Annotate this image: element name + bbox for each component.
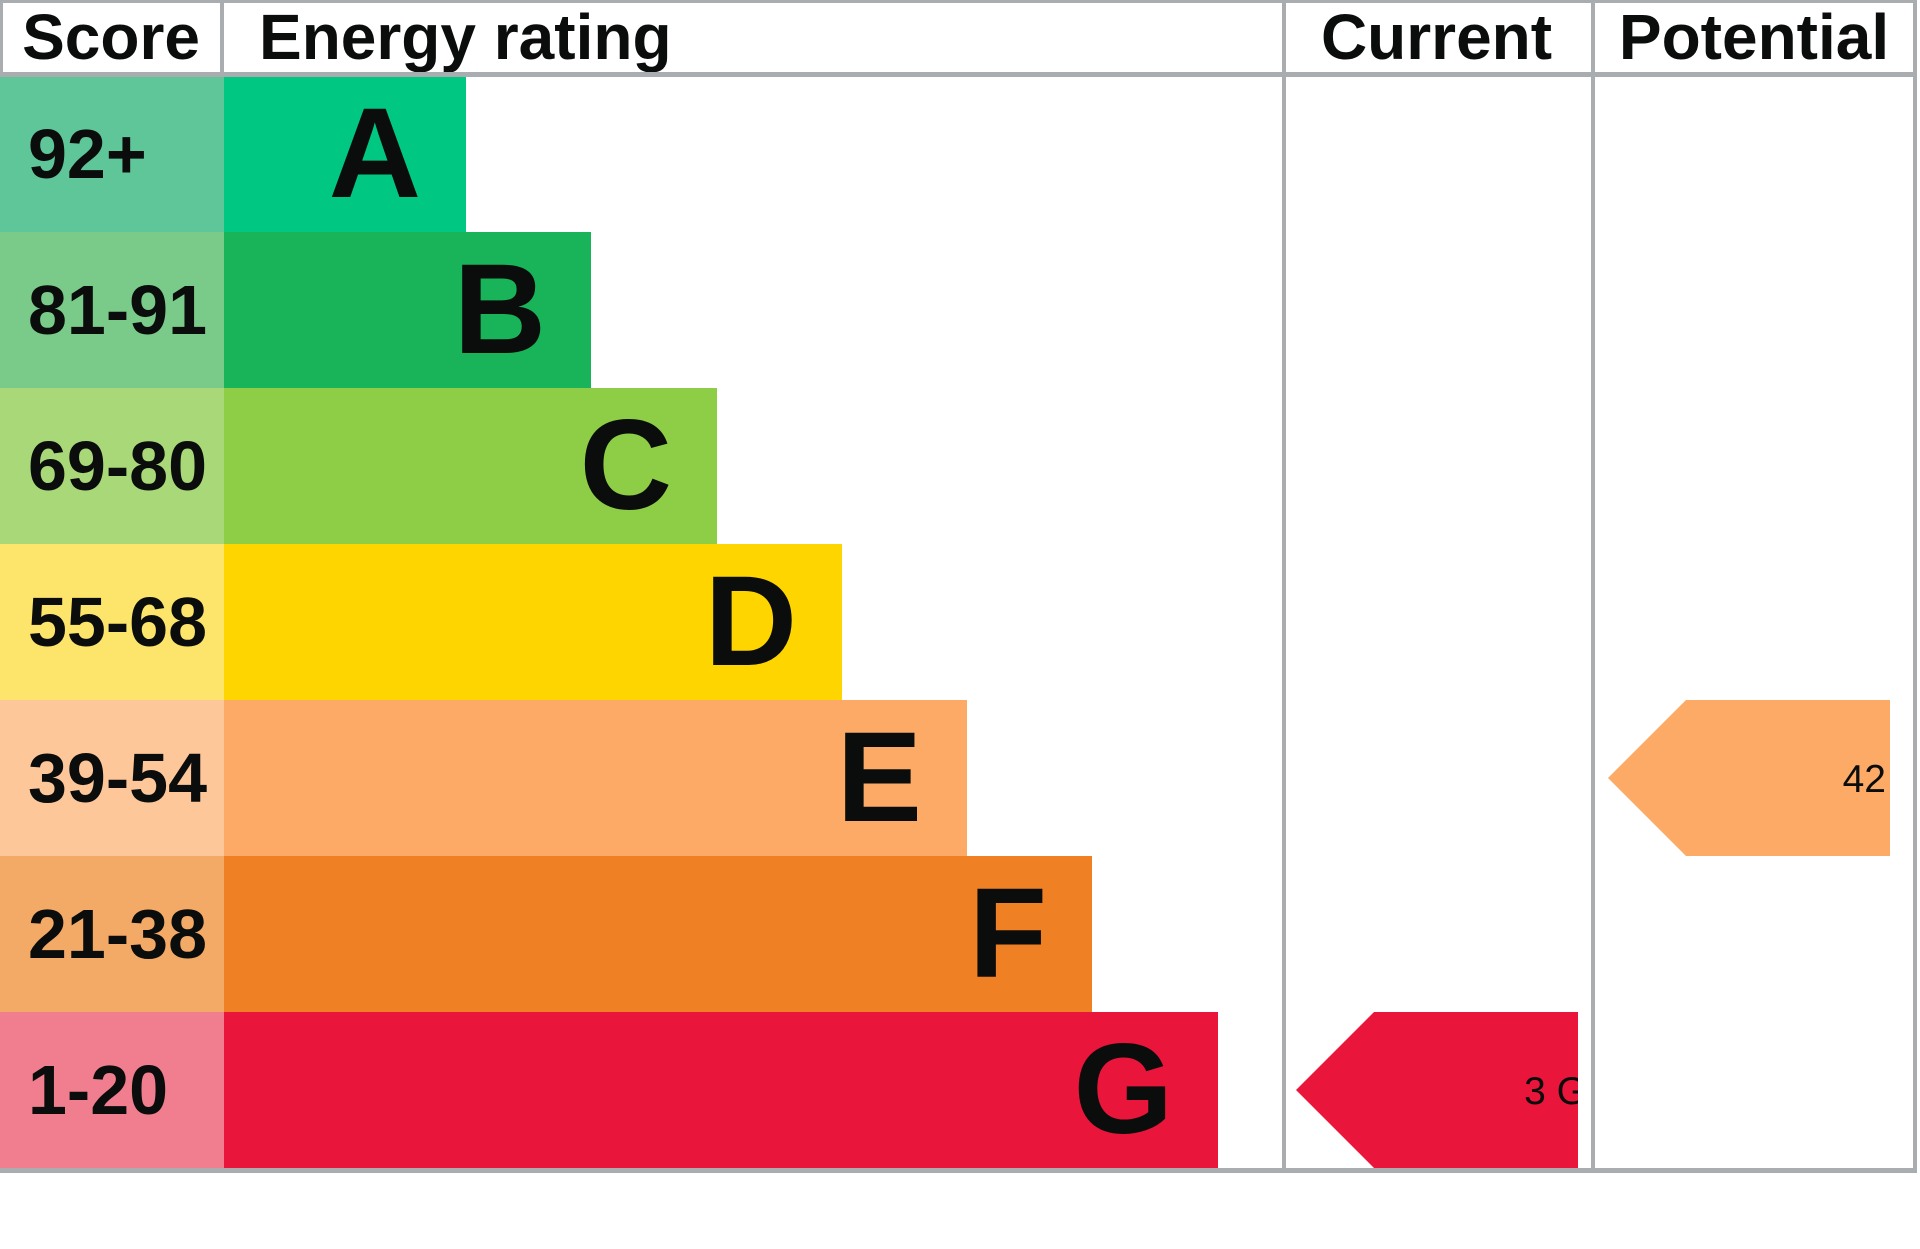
band-bar-b: B [224,232,591,388]
table-border-bottom [0,1168,1917,1173]
divider-current-potential [1591,0,1595,1172]
band-bar-g: G [224,1012,1218,1168]
band-row-b: 81-91 B [0,232,1920,388]
score-range-cell-e: 39-54 [0,700,224,856]
table-border-top [0,0,1917,3]
current-arrow-shape [1296,1012,1578,1168]
column-header-potential: Potential [1618,0,1890,73]
band-bar-e: E [224,700,967,856]
header-bottom-border [0,72,1917,77]
divider-score-rating [220,0,224,76]
band-bar-a: A [224,76,466,232]
potential-arrow-shape [1608,700,1890,856]
band-row-c: 69-80 C [0,388,1920,544]
score-range-cell-b: 81-91 [0,232,224,388]
band-bar-d: D [224,544,842,700]
band-letter-c: C [579,394,672,537]
band-letter-e: E [836,706,922,849]
band-row-a: 92+ A [0,76,1920,232]
table-border-left [0,0,3,76]
column-header-score: Score [22,0,200,73]
column-header-current: Current [1320,0,1553,73]
divider-rating-current [1282,0,1286,1172]
score-range-cell-d: 55-68 [0,544,224,700]
band-bar-f: F [224,856,1092,1012]
band-letter-b: B [453,238,546,381]
score-range-cell-g: 1-20 [0,1012,224,1168]
band-row-e: 39-54 E [0,700,1920,856]
band-row-d: 55-68 D [0,544,1920,700]
column-header-energy-rating: Energy rating [259,0,672,73]
current-rating-arrow: 3 G [1296,1012,1578,1168]
table-border-right [1913,0,1917,1172]
band-row-g: 1-20 G [0,1012,1920,1168]
score-range-cell-a: 92+ [0,76,224,232]
current-rating-label: 3 G [1524,1070,1578,1113]
band-letter-g: G [1073,1018,1173,1161]
score-range-cell-f: 21-38 [0,856,224,1012]
potential-rating-arrow: 42 [1608,700,1890,856]
potential-rating-label: 42 [1843,758,1886,801]
band-row-f: 21-38 F [0,856,1920,1012]
band-bar-c: C [224,388,717,544]
score-range-cell-c: 69-80 [0,388,224,544]
band-letter-f: F [968,862,1047,1005]
band-letter-a: A [328,82,421,225]
band-letter-d: D [704,550,797,693]
